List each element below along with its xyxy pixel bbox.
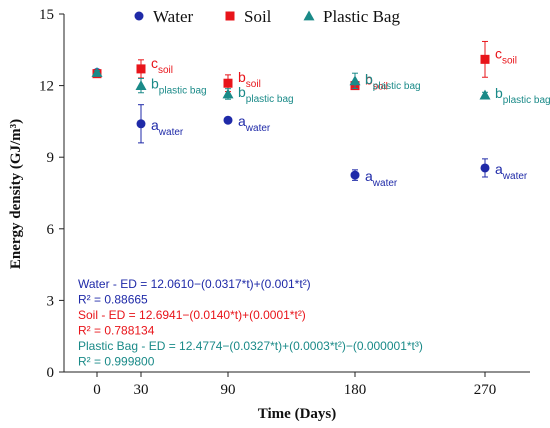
data-point-water xyxy=(350,170,360,180)
data-point-soil xyxy=(480,54,490,64)
data-point-soil xyxy=(136,64,146,74)
legend-marker-plastic-bag xyxy=(303,10,315,21)
data-point-plastic-bag xyxy=(479,89,491,100)
x-axis-title: Time (Days) xyxy=(258,406,336,422)
data-point-water xyxy=(480,163,490,173)
significance-label-plastic-bag: bplastic bag xyxy=(238,84,294,105)
legend-label-plastic-bag: Plastic Bag xyxy=(323,7,400,26)
significance-label-plastic-bag: bplastic bag xyxy=(151,76,207,97)
y-tick-label: 3 xyxy=(47,293,55,309)
significance-label-water: awater xyxy=(238,113,271,134)
significance-label-water: awater xyxy=(151,117,184,138)
data-point-soil xyxy=(223,78,233,88)
data-point-water xyxy=(136,119,146,129)
regression-line-2: R² = 0.88665 xyxy=(78,293,148,307)
legend-label-soil: Soil xyxy=(244,7,272,26)
y-tick-label: 6 xyxy=(47,222,55,238)
significance-label-water: awater xyxy=(365,168,398,189)
y-tick-label: 0 xyxy=(47,365,55,381)
legend-marker-water xyxy=(134,11,144,21)
legend-label-water: Water xyxy=(153,7,193,26)
regression-equations: Water - ED = 12.0610−(0.0317*t)+(0.001*t… xyxy=(78,277,423,369)
significance-label-plastic-bag: bplastic bag xyxy=(495,85,550,106)
y-tick-label: 9 xyxy=(47,150,55,166)
regression-line-4: R² = 0.788134 xyxy=(78,324,155,338)
x-tick-label: 30 xyxy=(134,382,149,398)
x-axis-ticks: 0 30 90 180 270 xyxy=(93,372,496,398)
y-axis-ticks: 0 3 6 9 12 15 xyxy=(39,7,64,381)
x-tick-label: 180 xyxy=(344,382,367,398)
significance-label-soil: bsoil xyxy=(365,72,388,93)
data-point-plastic-bag xyxy=(349,75,361,86)
significance-label-soil: csoil xyxy=(151,55,173,76)
regression-line-6: R² = 0.999800 xyxy=(78,355,155,369)
significance-label-soil: bsoil xyxy=(238,69,261,90)
regression-line-5: Plastic Bag - ED = 12.4774−(0.0327*t)+(0… xyxy=(78,339,423,353)
regression-line-1: Water - ED = 12.0610−(0.0317*t)+(0.001*t… xyxy=(78,277,311,291)
y-axis-title: Energy density (GJ/m³) xyxy=(8,119,24,269)
significance-label-water: awater xyxy=(495,161,528,182)
data-point-plastic-bag xyxy=(222,88,234,99)
x-tick-label: 270 xyxy=(474,382,497,398)
x-tick-label: 0 xyxy=(93,382,101,398)
data-point-water xyxy=(223,115,233,125)
legend-marker-soil xyxy=(225,11,235,21)
chart-legend: Water Soil Plastic Bag xyxy=(134,7,400,26)
significance-label-soil: csoil xyxy=(495,45,517,66)
data-marks: awater awater awater awater csoil bsoil bsoil c… xyxy=(91,40,550,189)
significance-label-plastic-bag: bplastic bag xyxy=(365,71,421,92)
y-tick-label: 15 xyxy=(39,7,54,23)
data-point-plastic-bag xyxy=(91,66,103,77)
y-tick-label: 12 xyxy=(39,79,54,95)
data-point-plastic-bag xyxy=(135,80,147,90)
regression-line-3: Soil - ED = 12.6941−(0.0140*t)+(0.0001*t… xyxy=(78,308,306,322)
x-tick-label: 90 xyxy=(221,382,236,398)
